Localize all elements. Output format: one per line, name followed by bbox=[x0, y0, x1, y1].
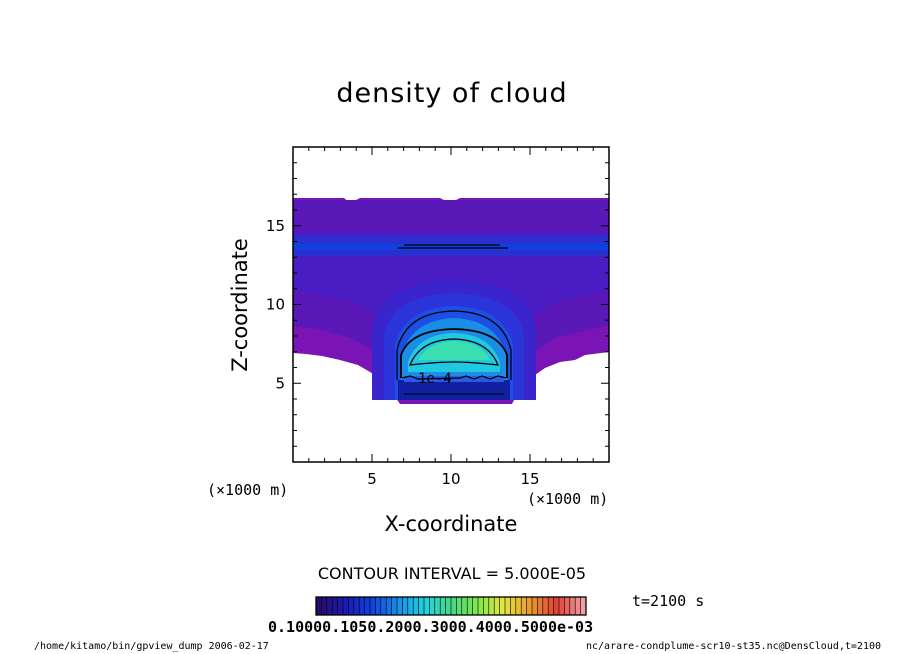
colorbar-cell bbox=[337, 597, 344, 615]
colorbar-cell bbox=[451, 597, 457, 615]
colorbar-cell bbox=[467, 597, 474, 615]
colorbar-cell bbox=[348, 597, 355, 615]
colorbar bbox=[315, 596, 587, 616]
colorbar-cell bbox=[445, 597, 452, 615]
colorbar-cell bbox=[575, 597, 582, 615]
colorbar-cell bbox=[343, 597, 349, 615]
contour-line-upper bbox=[398, 244, 508, 249]
colorbar-cell bbox=[569, 597, 576, 615]
chart-title: density of cloud bbox=[336, 78, 568, 109]
plume-base-inner bbox=[404, 376, 504, 382]
plume-base-band bbox=[398, 380, 510, 400]
contour-interval-text: CONTOUR INTERVAL = 5.000E-05 bbox=[317, 564, 587, 583]
colorbar-cell bbox=[316, 597, 322, 615]
x-axis-label: X-coordinate bbox=[384, 512, 518, 536]
colorbar-cell bbox=[364, 597, 371, 615]
colorbar-cell bbox=[505, 597, 511, 615]
colorbar-cell bbox=[353, 597, 360, 615]
contour-line-inner bbox=[408, 338, 500, 366]
y-axis-unit: (×1000 m) bbox=[207, 481, 289, 499]
axis-ticks: 5 10 15 5 10 15 bbox=[266, 147, 609, 488]
colorbar-cell bbox=[510, 597, 517, 615]
colorbar-cell bbox=[526, 597, 533, 615]
colorbar-cell bbox=[407, 597, 414, 615]
footer-source: nc/arare-condplume-scr10-st35.nc@DensClo… bbox=[586, 641, 882, 652]
colorbar-cell bbox=[326, 597, 333, 615]
colorbar-cell bbox=[537, 597, 544, 615]
colorbar-cell bbox=[499, 597, 506, 615]
colorbar-cell bbox=[321, 597, 328, 615]
contour-line-outer bbox=[396, 310, 512, 380]
colorbar-cell bbox=[332, 597, 339, 615]
colorbar-cell bbox=[370, 597, 376, 615]
colorbar-cell bbox=[434, 597, 441, 615]
x-tick-label: 10 bbox=[441, 470, 460, 488]
colorbar-cell bbox=[386, 597, 393, 615]
colorbar-cell bbox=[424, 597, 430, 615]
upper-band-core bbox=[293, 244, 609, 250]
contour-line-mid bbox=[400, 328, 508, 378]
colorbar-tick-labels: 0.10000.1050.2000.3000.4000.5000e-03 bbox=[268, 618, 594, 636]
colorbar-cell bbox=[521, 597, 528, 615]
colorbar-cell bbox=[580, 597, 587, 615]
colorbar-cell bbox=[413, 597, 420, 615]
contour-line-base bbox=[401, 375, 507, 380]
y-tick-label: 5 bbox=[275, 374, 285, 392]
cloud-field bbox=[293, 198, 609, 404]
colorbar-cell bbox=[359, 597, 366, 615]
y-axis-label: Z-coordinate bbox=[228, 238, 252, 372]
y-tick-label: 15 bbox=[266, 217, 285, 235]
colorbar-cell bbox=[375, 597, 382, 615]
colorbar-cell bbox=[494, 597, 501, 615]
colorbar-cell bbox=[380, 597, 387, 615]
colorbar-cell bbox=[478, 597, 484, 615]
colorbar-cell bbox=[483, 597, 490, 615]
colorbar-cell bbox=[456, 597, 463, 615]
colorbar-cell bbox=[429, 597, 436, 615]
colorbar-cell bbox=[532, 597, 538, 615]
colorbar-cell bbox=[418, 597, 425, 615]
colorbar-frame bbox=[315, 596, 587, 616]
colorbar-cell bbox=[542, 597, 549, 615]
colorbar-cell bbox=[472, 597, 479, 615]
colorbar-cell bbox=[391, 597, 398, 615]
colorbar-cell bbox=[488, 597, 495, 615]
time-label: t=2100 s bbox=[632, 592, 705, 610]
plume-core bbox=[418, 341, 490, 360]
colorbar-cell bbox=[564, 597, 571, 615]
footer-command: /home/kitamo/bin/gpview_dump 2006-02-17 bbox=[34, 641, 269, 652]
colorbar-cell bbox=[559, 597, 565, 615]
colorbar-cell bbox=[548, 597, 555, 615]
colorbar-cell bbox=[402, 597, 409, 615]
colorbar-cell bbox=[440, 597, 447, 615]
y-tick-label: 10 bbox=[266, 296, 285, 314]
colorbar-cell bbox=[397, 597, 403, 615]
contour-label: 1e-4 bbox=[418, 371, 452, 387]
x-tick-label: 5 bbox=[367, 470, 377, 488]
x-axis-unit: (×1000 m) bbox=[527, 490, 609, 508]
colorbar-cell bbox=[553, 597, 560, 615]
x-tick-label: 15 bbox=[520, 470, 539, 488]
colorbar-cell bbox=[515, 597, 522, 615]
colorbar-cell bbox=[461, 597, 468, 615]
